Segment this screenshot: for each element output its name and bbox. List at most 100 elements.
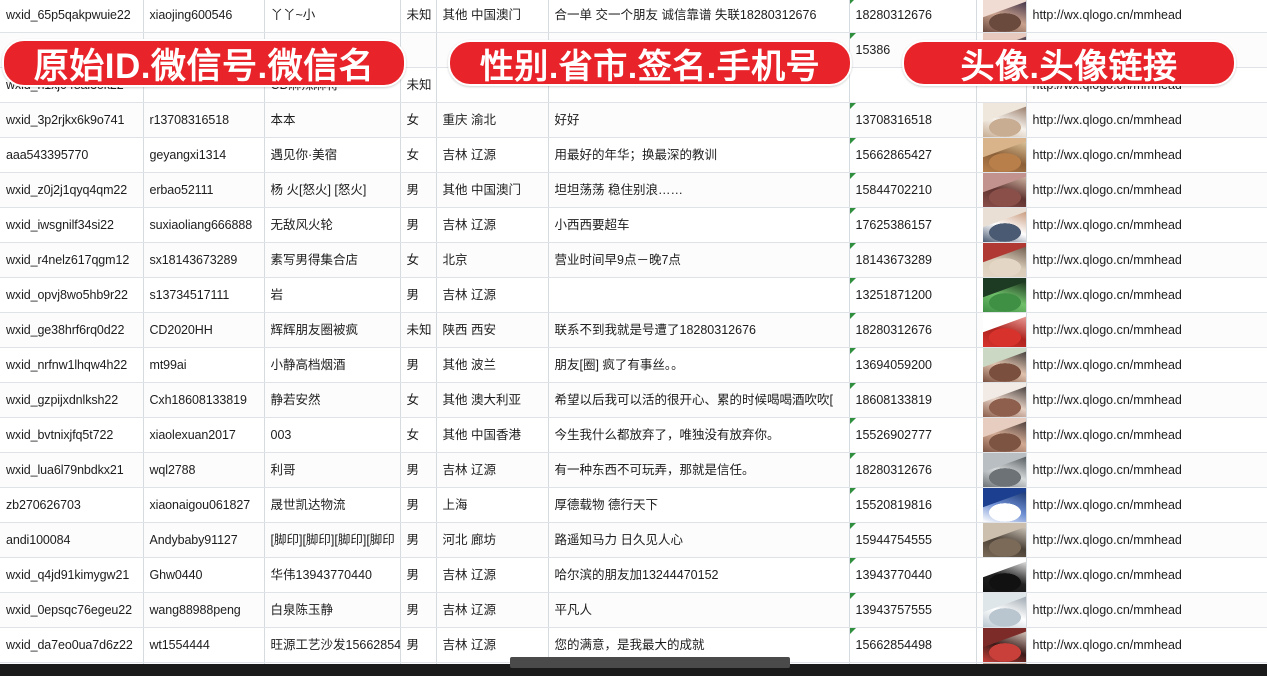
cell-phone[interactable]: 15662865427 (849, 137, 977, 173)
table-row[interactable]: wxid_3p2rjkx6k9o741 r13708316518 本本女重庆 渝北好… (0, 102, 1267, 138)
cell-wechat-id[interactable]: Andybaby91127 (143, 522, 265, 558)
cell-avatar-url[interactable]: http://wx.qlogo.cn/mmhead (1026, 417, 1267, 453)
cell-avatar[interactable] (976, 522, 1027, 558)
cell-signature[interactable]: 希望以后我可以活的很开心、累的时候喝喝酒吹吹[ (548, 382, 850, 418)
table-row[interactable]: wxid_r4nelz617qgm12 sx18143673289 素写男得集合店女… (0, 242, 1267, 278)
cell-signature[interactable] (548, 277, 850, 313)
cell-region[interactable]: 其他 中国澳门 (436, 172, 549, 208)
cell-phone[interactable]: 18280312676 (849, 312, 977, 348)
cell-wechat-id[interactable]: erbao52111 (143, 172, 265, 208)
cell-phone[interactable]: 18143673289 (849, 242, 977, 278)
cell-region[interactable]: 河北 廊坊 (436, 522, 549, 558)
cell-wechat-name[interactable]: 素写男得集合店 (264, 242, 401, 278)
cell-signature[interactable]: 路遥知马力 日久见人心 (548, 522, 850, 558)
cell-phone[interactable]: 15844702210 (849, 172, 977, 208)
cell-wechat-name[interactable]: 华伟13943770440 (264, 557, 401, 593)
cell-phone[interactable]: 17625386157 (849, 207, 977, 243)
cell-gender[interactable]: 男 (400, 557, 437, 593)
cell-region[interactable]: 重庆 渝北 (436, 102, 549, 138)
cell-phone[interactable]: 15944754555 (849, 522, 977, 558)
cell-region[interactable]: 北京 (436, 242, 549, 278)
cell-region[interactable]: 其他 中国澳门 (436, 0, 549, 33)
cell-signature[interactable]: 哈尔滨的朋友加13244470152 (548, 557, 850, 593)
table-row[interactable]: wxid_ge38hrf6rq0d22 CD2020HH 辉辉朋友圈被疯 未知 陕西 西… (0, 312, 1267, 348)
cell-avatar-url[interactable]: http://wx.qlogo.cn/mmhead (1026, 242, 1267, 278)
cell-avatar[interactable] (976, 417, 1027, 453)
cell-avatar[interactable] (976, 242, 1027, 278)
table-row[interactable]: aaa543395770 geyangxi1314 遇见你·美宿女吉林 辽源 用最好的… (0, 137, 1267, 173)
table-row[interactable]: wxid_bvtnixjfq5t722 xiaolexuan2017 003 女其他 … (0, 417, 1267, 453)
cell-avatar[interactable] (976, 627, 1027, 663)
cell-wechat-name[interactable]: 岩 (264, 277, 401, 313)
cell-region[interactable]: 其他 中国香港 (436, 417, 549, 453)
table-row[interactable]: wxid_0epsqc76egeu22 wang88988peng 白泉陈玉静男吉林… (0, 592, 1267, 628)
cell-original-id[interactable]: wxid_q4jd91kimygw21 (0, 557, 144, 593)
cell-avatar-url[interactable]: http://wx.qlogo.cn/mmhead (1026, 102, 1267, 138)
cell-signature[interactable]: 小西西要超车 (548, 207, 850, 243)
cell-signature[interactable]: 营业时间早9点－晚7点 (548, 242, 850, 278)
cell-gender[interactable] (400, 32, 437, 68)
cell-avatar[interactable] (976, 137, 1027, 173)
cell-region[interactable]: 吉林 辽源 (436, 452, 549, 488)
table-row[interactable]: wxid_nrfnw1lhqw4h22 mt99ai 小静高档烟酒男其他 波兰 朋友[… (0, 347, 1267, 383)
cell-avatar-url[interactable]: http://wx.qlogo.cn/mmhead (1026, 137, 1267, 173)
cell-avatar-url[interactable]: http://wx.qlogo.cn/mmhead (1026, 312, 1267, 348)
cell-avatar-url[interactable]: http://wx.qlogo.cn/mmhead (1026, 382, 1267, 418)
cell-gender[interactable]: 女 (400, 102, 437, 138)
cell-wechat-id[interactable]: s13734517111 (143, 277, 265, 313)
cell-signature[interactable]: 有一种东西不可玩弄，那就是信任。 (548, 452, 850, 488)
cell-wechat-name[interactable]: 辉辉朋友圈被疯 (264, 312, 401, 348)
cell-phone[interactable]: 18280312676 (849, 452, 977, 488)
cell-wechat-id[interactable]: geyangxi1314 (143, 137, 265, 173)
cell-avatar[interactable] (976, 452, 1027, 488)
cell-avatar[interactable] (976, 557, 1027, 593)
cell-avatar-url[interactable]: http://wx.qlogo.cn/mmhead (1026, 557, 1267, 593)
cell-phone[interactable]: 18280312676 (849, 0, 977, 33)
cell-original-id[interactable]: wxid_iwsgnilf34si22 (0, 207, 144, 243)
cell-original-id[interactable]: wxid_opvj8wo5hb9r22 (0, 277, 144, 313)
cell-wechat-name[interactable]: 晟世凯达物流 (264, 487, 401, 523)
cell-signature[interactable]: 朋友[圈] 疯了有事丝。。 (548, 347, 850, 383)
cell-wechat-name[interactable]: 旺源工艺沙发15662854 (264, 627, 401, 663)
cell-original-id[interactable]: wxid_r4nelz617qgm12 (0, 242, 144, 278)
cell-wechat-name[interactable]: 白泉陈玉静 (264, 592, 401, 628)
cell-avatar-url[interactable]: http://wx.qlogo.cn/mmhead (1026, 207, 1267, 243)
cell-wechat-name[interactable]: 本本 (264, 102, 401, 138)
cell-signature[interactable]: 合一单 交一个朋友 诚信靠谱 失联18280312676 (548, 0, 850, 33)
cell-avatar[interactable] (976, 487, 1027, 523)
cell-gender[interactable]: 女 (400, 382, 437, 418)
cell-avatar-url[interactable]: http://wx.qlogo.cn/mmhead (1026, 452, 1267, 488)
cell-wechat-id[interactable]: Cxh18608133819 (143, 382, 265, 418)
cell-gender[interactable]: 女 (400, 242, 437, 278)
cell-wechat-id[interactable]: xiaojing600546 (143, 0, 265, 33)
cell-wechat-name[interactable]: 杨 火[怒火] [怒火] (264, 172, 401, 208)
cell-gender[interactable]: 男 (400, 592, 437, 628)
cell-original-id[interactable]: wxid_65p5qakpwuie22 (0, 0, 144, 33)
cell-original-id[interactable]: wxid_0epsqc76egeu22 (0, 592, 144, 628)
cell-wechat-id[interactable]: xiaonaigou061827 (143, 487, 265, 523)
cell-gender[interactable]: 男 (400, 452, 437, 488)
cell-wechat-id[interactable]: suxiaoliang666888 (143, 207, 265, 243)
cell-original-id[interactable]: wxid_bvtnixjfq5t722 (0, 417, 144, 453)
cell-region[interactable]: 吉林 辽源 (436, 137, 549, 173)
cell-original-id[interactable]: wxid_nrfnw1lhqw4h22 (0, 347, 144, 383)
cell-gender[interactable]: 未知 (400, 0, 437, 33)
cell-wechat-id[interactable]: CD2020HH (143, 312, 265, 348)
cell-wechat-id[interactable]: Ghw0440 (143, 557, 265, 593)
cell-gender[interactable]: 男 (400, 487, 437, 523)
cell-region[interactable]: 吉林 辽源 (436, 207, 549, 243)
cell-wechat-name[interactable]: 静若安然 (264, 382, 401, 418)
cell-wechat-id[interactable]: wt1554444 (143, 627, 265, 663)
cell-avatar-url[interactable]: http://wx.qlogo.cn/mmhead (1026, 522, 1267, 558)
cell-signature[interactable]: 厚德载物 德行天下 (548, 487, 850, 523)
cell-region[interactable]: 其他 澳大利亚 (436, 382, 549, 418)
cell-gender[interactable]: 未知 (400, 312, 437, 348)
cell-original-id[interactable]: zb270626703 (0, 487, 144, 523)
cell-gender[interactable]: 女 (400, 137, 437, 173)
cell-avatar-url[interactable]: http://wx.qlogo.cn/mmhead (1026, 172, 1267, 208)
cell-phone[interactable]: 15526902777 (849, 417, 977, 453)
table-row[interactable]: zb270626703 xiaonaigou061827 晟世凯达物流男上海 厚德载物… (0, 487, 1267, 523)
cell-region[interactable]: 其他 波兰 (436, 347, 549, 383)
cell-gender[interactable]: 男 (400, 627, 437, 663)
cell-avatar[interactable] (976, 0, 1027, 33)
